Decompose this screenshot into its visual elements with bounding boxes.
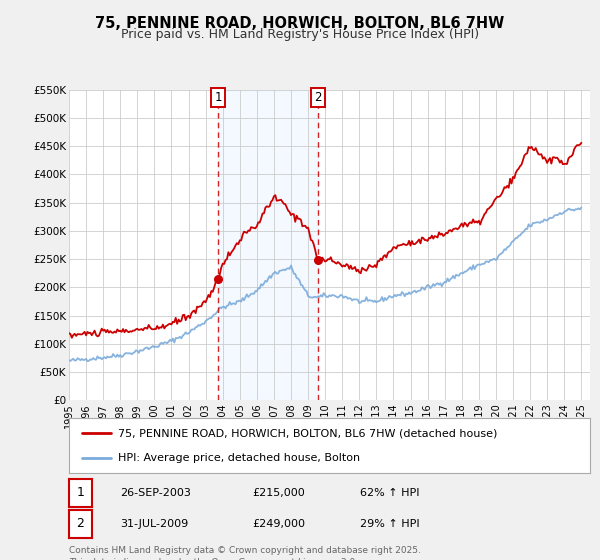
Text: 29% ↑ HPI: 29% ↑ HPI [360,519,419,529]
Text: 2: 2 [314,91,322,104]
Text: £215,000: £215,000 [252,488,305,498]
Text: 1: 1 [76,486,85,500]
Text: 62% ↑ HPI: 62% ↑ HPI [360,488,419,498]
Text: Price paid vs. HM Land Registry's House Price Index (HPI): Price paid vs. HM Land Registry's House … [121,28,479,41]
Text: 26-SEP-2003: 26-SEP-2003 [120,488,191,498]
Text: 75, PENNINE ROAD, HORWICH, BOLTON, BL6 7HW: 75, PENNINE ROAD, HORWICH, BOLTON, BL6 7… [95,16,505,31]
Text: 75, PENNINE ROAD, HORWICH, BOLTON, BL6 7HW (detached house): 75, PENNINE ROAD, HORWICH, BOLTON, BL6 7… [118,428,498,438]
Bar [218,90,318,400]
Text: 1: 1 [214,91,222,104]
Text: £249,000: £249,000 [252,519,305,529]
Text: Contains HM Land Registry data © Crown copyright and database right 2025.
This d: Contains HM Land Registry data © Crown c… [69,546,421,560]
Text: HPI: Average price, detached house, Bolton: HPI: Average price, detached house, Bolt… [118,454,361,463]
Text: 2: 2 [76,517,85,530]
Text: 31-JUL-2009: 31-JUL-2009 [120,519,188,529]
